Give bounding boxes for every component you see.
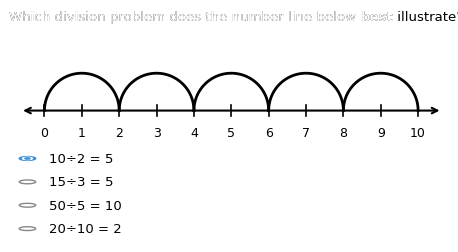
Text: 1: 1 bbox=[78, 127, 86, 140]
Text: best: best bbox=[360, 11, 393, 24]
Text: 10÷2 = 5: 10÷2 = 5 bbox=[49, 152, 114, 165]
Text: 8: 8 bbox=[339, 127, 347, 140]
Text: 20÷10 = 2: 20÷10 = 2 bbox=[49, 222, 122, 235]
Text: Which division problem does the number line below: Which division problem does the number l… bbox=[9, 11, 360, 24]
Text: 5: 5 bbox=[227, 127, 235, 140]
Circle shape bbox=[19, 157, 36, 161]
Text: 2: 2 bbox=[115, 127, 123, 140]
Text: 0: 0 bbox=[40, 127, 49, 140]
Text: 7: 7 bbox=[302, 127, 310, 140]
Text: 6: 6 bbox=[265, 127, 273, 140]
Text: Which division problem does the number line below: Which division problem does the number l… bbox=[9, 11, 360, 24]
Text: 4: 4 bbox=[190, 127, 198, 140]
Text: 3: 3 bbox=[153, 127, 160, 140]
Circle shape bbox=[22, 158, 33, 160]
Text: 50÷5 = 10: 50÷5 = 10 bbox=[49, 199, 122, 212]
Text: 10: 10 bbox=[410, 127, 426, 140]
Text: best: best bbox=[360, 11, 393, 24]
Text: illustrate?: illustrate? bbox=[393, 11, 458, 24]
Circle shape bbox=[25, 158, 30, 160]
Text: 9: 9 bbox=[377, 127, 385, 140]
Text: 15÷3 = 5: 15÷3 = 5 bbox=[49, 176, 114, 188]
